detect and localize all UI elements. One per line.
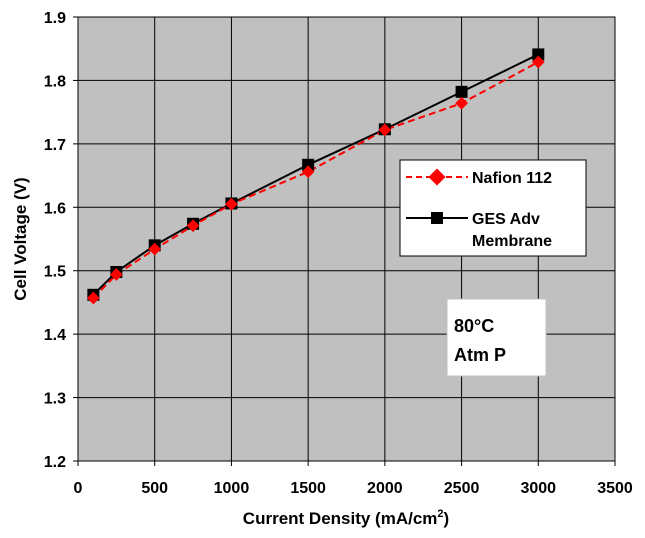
data-point-diamond — [186, 219, 200, 233]
data-point-square — [302, 158, 315, 171]
condition-annotation: 80°C Atm P — [446, 298, 547, 377]
legend-ges-label-line2: Membrane — [472, 233, 552, 250]
y-tick-label: 1.3 — [44, 391, 66, 408]
y-tick-label: 1.2 — [44, 454, 66, 471]
y-tick-label: 1.4 — [44, 327, 66, 344]
x-axis-title: Current Density (mA/cm2) — [243, 508, 449, 528]
data-point-diamond — [378, 123, 392, 137]
y-tick-label: 1.5 — [44, 264, 66, 281]
legend-nafion-label: Nafion 112 — [472, 170, 552, 187]
x-tick-label: 1500 — [290, 480, 326, 497]
x-axis-title-suffix: ) — [444, 509, 450, 528]
annotation-box — [446, 298, 547, 377]
legend: Nafion 112 GES Adv Membrane — [399, 159, 587, 257]
grid-lines — [73, 16, 616, 466]
y-axis-title: Cell Voltage (V) — [11, 177, 30, 300]
x-tick-label: 3000 — [520, 480, 556, 497]
y-tick-label: 1.7 — [44, 137, 66, 154]
x-tick-label: 0 — [74, 480, 83, 497]
data-point-square — [532, 48, 545, 61]
y-tick-label: 1.8 — [44, 73, 66, 90]
y-tick-label: 1.9 — [44, 10, 66, 27]
x-tick-label: 500 — [141, 480, 168, 497]
legend-ges-label-line1: GES Adv — [472, 211, 540, 228]
legend-ges-marker — [431, 212, 443, 224]
x-axis-title-superscript: 2 — [437, 508, 443, 520]
series-layer — [86, 48, 545, 305]
x-tick-label: 2500 — [444, 480, 480, 497]
data-point-diamond — [301, 165, 315, 179]
y-tick-label: 1.6 — [44, 200, 66, 217]
data-point-diamond — [148, 242, 162, 256]
x-axis-title-main: Current Density (mA/cm — [243, 509, 438, 528]
data-point-diamond — [86, 291, 100, 305]
data-point-diamond — [455, 96, 468, 110]
data-point-diamond — [225, 197, 238, 211]
data-point-diamond — [109, 268, 123, 281]
annotation-temperature: 80°C — [454, 316, 494, 336]
legend-nafion-marker — [428, 168, 446, 186]
annotation-pressure: Atm P — [454, 345, 506, 365]
x-tick-label: 3500 — [597, 480, 633, 497]
data-point-square — [455, 85, 468, 98]
x-tick-label: 2000 — [367, 480, 403, 497]
tick-labels: 0 500 1000 1500 2000 2500 3000 3500 1.2 1.3 1.4 1.5… — [44, 10, 633, 497]
x-tick-label: 1000 — [214, 480, 250, 497]
